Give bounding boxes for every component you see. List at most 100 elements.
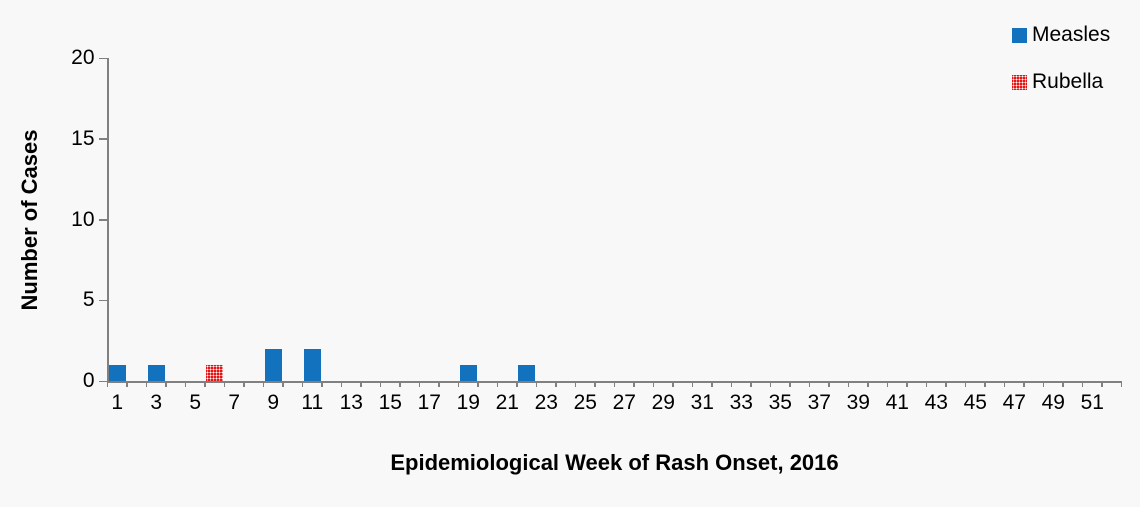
x-tick-9 bbox=[282, 381, 284, 387]
x-tick-41 bbox=[906, 381, 908, 387]
x-tick-42 bbox=[925, 381, 928, 387]
x-tick-label-29: 29 bbox=[651, 391, 675, 414]
x-tick-18 bbox=[457, 381, 460, 387]
x-tick-label-27: 27 bbox=[612, 391, 636, 414]
y-tick-label-0: 0 bbox=[82, 369, 95, 392]
x-tick-label-37: 37 bbox=[807, 391, 831, 414]
x-tick-label-15: 15 bbox=[378, 391, 402, 414]
y-tick-15 bbox=[98, 138, 108, 140]
x-tick-22 bbox=[535, 381, 538, 387]
bar-measles-week-19 bbox=[459, 364, 477, 381]
x-tick-40 bbox=[886, 381, 889, 387]
y-tick-label-5: 5 bbox=[82, 288, 95, 312]
x-tick-2 bbox=[145, 381, 148, 387]
y-tick-0 bbox=[98, 380, 108, 382]
legend-label-measles: Measles bbox=[1032, 23, 1111, 46]
x-tick-label-39: 39 bbox=[846, 391, 870, 414]
x-tick-45 bbox=[984, 381, 986, 387]
x-tick-label-23: 23 bbox=[534, 391, 558, 414]
x-tick-48 bbox=[1042, 381, 1045, 387]
x-tick-52 bbox=[1120, 381, 1123, 387]
y-tick-5 bbox=[98, 299, 108, 302]
x-tick-5 bbox=[204, 381, 206, 387]
y-tick-label-10: 10 bbox=[71, 207, 95, 231]
bar-measles-week-1 bbox=[108, 364, 126, 381]
x-tick-32 bbox=[730, 381, 733, 387]
x-tick-1 bbox=[126, 381, 128, 387]
x-tick-44 bbox=[964, 381, 967, 387]
x-tick-27 bbox=[633, 381, 635, 387]
bar-measles-week-9 bbox=[264, 348, 282, 381]
legend-item-measles: Measles bbox=[1012, 24, 1110, 46]
x-tick-8 bbox=[262, 381, 265, 387]
x-tick-47 bbox=[1023, 381, 1025, 387]
x-tick-39 bbox=[867, 381, 869, 387]
x-tick-19 bbox=[477, 381, 479, 387]
x-tick-29 bbox=[672, 381, 674, 387]
legend-label-rubella: Rubella bbox=[1032, 70, 1104, 93]
x-tick-14 bbox=[379, 381, 382, 387]
x-tick-31 bbox=[711, 381, 713, 387]
x-tick-23 bbox=[555, 381, 557, 387]
x-tick-label-25: 25 bbox=[573, 391, 597, 414]
x-tick-26 bbox=[613, 381, 616, 387]
y-tick-10 bbox=[98, 219, 108, 221]
x-tick-0 bbox=[106, 381, 109, 387]
legend-item-rubella: Rubella bbox=[1012, 71, 1103, 93]
x-tick-label-7: 7 bbox=[228, 391, 241, 414]
x-tick-25 bbox=[594, 381, 596, 387]
x-tick-21 bbox=[516, 381, 518, 387]
x-tick-label-17: 17 bbox=[417, 391, 441, 414]
bar-measles-week-11 bbox=[303, 348, 321, 381]
x-tick-36 bbox=[808, 381, 811, 387]
y-tick-label-15: 15 bbox=[71, 126, 95, 150]
bar-measles-week-22 bbox=[518, 364, 536, 381]
x-tick-label-31: 31 bbox=[690, 391, 714, 414]
x-tick-35 bbox=[789, 381, 791, 387]
legend-swatch-measles-icon bbox=[1012, 27, 1027, 43]
x-tick-38 bbox=[847, 381, 850, 387]
y-tick-label-20: 20 bbox=[71, 46, 95, 69]
x-tick-label-41: 41 bbox=[885, 391, 909, 414]
x-tick-49 bbox=[1062, 381, 1064, 387]
x-tick-30 bbox=[691, 381, 694, 387]
bar-measles-week-3 bbox=[147, 364, 165, 381]
x-tick-4 bbox=[184, 381, 187, 387]
y-axis-title: Number of Cases bbox=[17, 129, 42, 311]
x-tick-3 bbox=[165, 381, 167, 387]
x-tick-label-3: 3 bbox=[150, 391, 163, 414]
x-axis-title: Epidemiological Week of Rash Onset, 2016 bbox=[390, 450, 839, 475]
x-tick-12 bbox=[340, 381, 343, 387]
x-tick-label-5: 5 bbox=[189, 391, 202, 414]
x-tick-label-47: 47 bbox=[1002, 391, 1026, 414]
x-tick-label-43: 43 bbox=[924, 391, 948, 414]
y-tick-20 bbox=[98, 57, 108, 59]
x-tick-24 bbox=[574, 381, 577, 387]
x-tick-20 bbox=[496, 381, 499, 387]
x-tick-10 bbox=[301, 381, 304, 387]
x-tick-label-21: 21 bbox=[495, 391, 519, 414]
x-tick-label-51: 51 bbox=[1080, 391, 1104, 414]
x-tick-label-35: 35 bbox=[768, 391, 792, 414]
x-tick-label-13: 13 bbox=[339, 391, 363, 414]
x-tick-43 bbox=[945, 381, 947, 387]
x-tick-11 bbox=[321, 381, 323, 387]
x-tick-34 bbox=[769, 381, 772, 387]
x-tick-label-1: 1 bbox=[111, 391, 124, 414]
x-tick-37 bbox=[828, 381, 830, 387]
x-tick-33 bbox=[750, 381, 752, 387]
x-tick-46 bbox=[1003, 381, 1006, 387]
legend-swatch-rubella-icon bbox=[1012, 74, 1027, 90]
x-tick-label-45: 45 bbox=[963, 391, 987, 414]
x-tick-16 bbox=[418, 381, 421, 387]
x-tick-28 bbox=[652, 381, 655, 387]
x-tick-label-33: 33 bbox=[729, 391, 753, 414]
x-tick-15 bbox=[399, 381, 401, 387]
x-tick-label-11: 11 bbox=[301, 391, 324, 414]
bar-rubella-week-6 bbox=[206, 364, 224, 381]
x-tick-label-9: 9 bbox=[267, 391, 280, 414]
x-tick-51 bbox=[1101, 381, 1103, 387]
x-tick-label-49: 49 bbox=[1041, 391, 1065, 414]
x-tick-17 bbox=[438, 381, 440, 387]
